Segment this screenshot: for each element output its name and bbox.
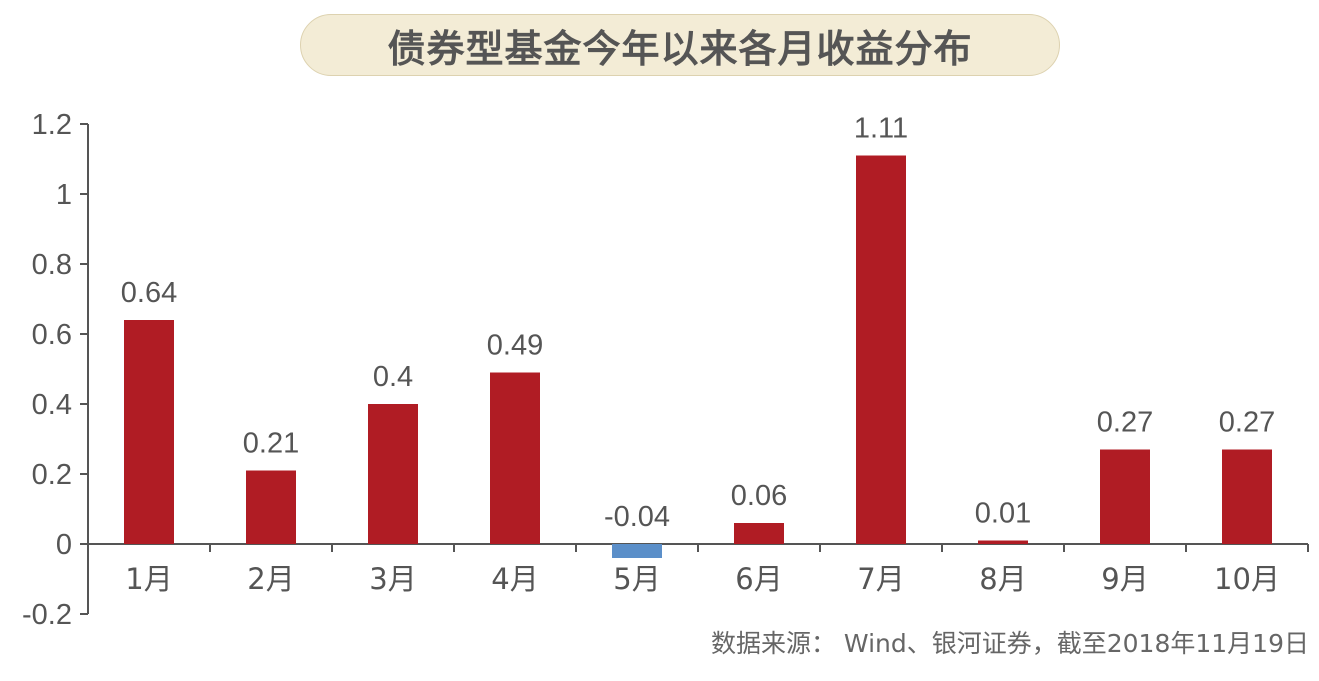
x-axis-category-label: 3月 <box>369 562 416 596</box>
bar <box>1222 449 1272 544</box>
source-note: 数据来源： Wind、银河证券，截至2018年11月19日 <box>710 629 1309 658</box>
data-label: 0.27 <box>1097 407 1153 439</box>
x-axis-category-label: 7月 <box>857 562 904 596</box>
bar <box>490 372 540 544</box>
data-label: 0.64 <box>121 277 177 309</box>
y-axis-tick-label: -0.2 <box>22 599 72 631</box>
y-axis-tick-label: 0.6 <box>32 319 72 351</box>
data-label: 0.27 <box>1219 407 1275 439</box>
x-axis-category-label: 5月 <box>613 562 660 596</box>
x-axis-category-label: 2月 <box>247 562 294 596</box>
chart-title-banner: 债券型基金今年以来各月收益分布 <box>300 14 1060 76</box>
data-label: 0.01 <box>975 498 1031 530</box>
bar <box>612 544 662 558</box>
bar <box>124 320 174 544</box>
data-label: -0.04 <box>604 501 670 533</box>
x-axis-category-label: 9月 <box>1101 562 1148 596</box>
y-axis-tick-label: 1.2 <box>32 109 72 141</box>
data-label: 0.4 <box>373 361 413 393</box>
bar <box>246 470 296 544</box>
bar <box>368 404 418 544</box>
y-axis-tick-label: 0 <box>56 529 72 561</box>
x-axis-category-label: 4月 <box>491 562 538 596</box>
bar <box>856 155 906 544</box>
y-axis-tick-label: 0.2 <box>32 459 72 491</box>
x-axis-category-label: 8月 <box>979 562 1026 596</box>
data-label: 0.21 <box>243 428 299 460</box>
x-axis-category-label: 1月 <box>125 562 172 596</box>
bar <box>734 523 784 544</box>
bar <box>1100 449 1150 544</box>
data-label: 0.49 <box>487 330 543 362</box>
data-label: 0.06 <box>731 480 787 512</box>
bar <box>978 540 1028 544</box>
y-axis-tick-label: 1 <box>56 179 72 211</box>
data-label: 1.11 <box>854 113 908 145</box>
y-axis-tick-label: 0.4 <box>32 389 72 421</box>
y-axis-tick-label: 0.8 <box>32 249 72 281</box>
x-axis-category-label: 10月 <box>1214 562 1280 596</box>
x-axis-category-label: 6月 <box>735 562 782 596</box>
chart-title: 债券型基金今年以来各月收益分布 <box>387 26 973 71</box>
